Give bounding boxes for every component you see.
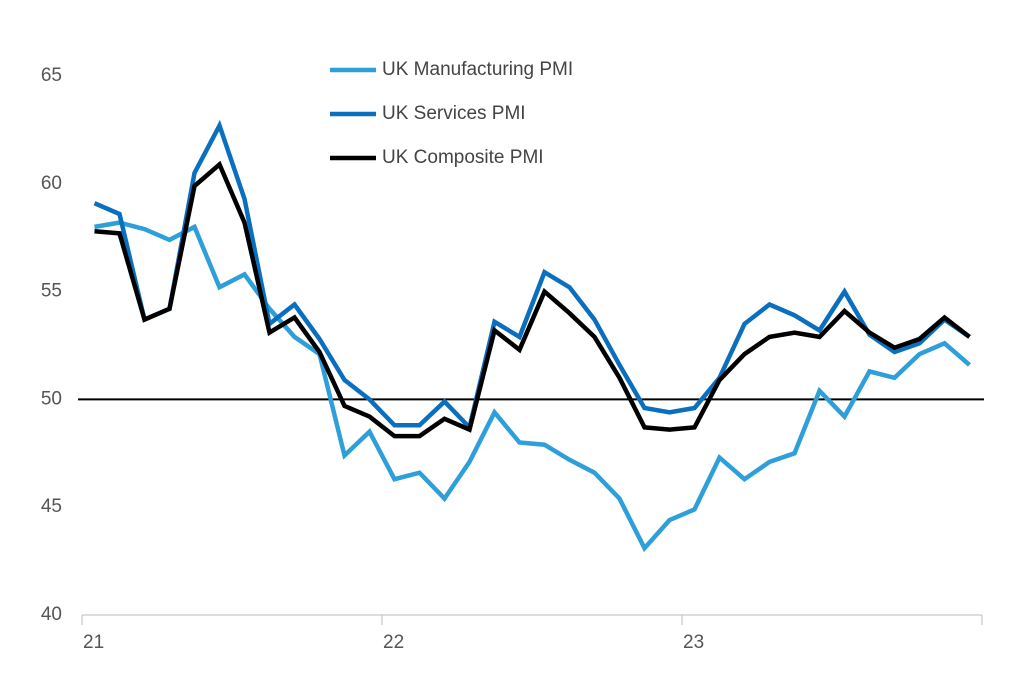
series-line — [93, 119, 971, 432]
x-tick-label: 21 — [83, 632, 104, 653]
y-tick-label: 65 — [41, 65, 62, 86]
series-line — [94, 160, 971, 439]
legend-label: UK Services PMI — [382, 103, 526, 124]
x-tick-label: 22 — [383, 632, 404, 653]
y-tick-label: 60 — [41, 173, 62, 194]
y-tick-label: 45 — [41, 496, 62, 517]
y-tick-label: 55 — [41, 281, 62, 302]
series-line — [94, 220, 971, 553]
y-tick-label: 50 — [41, 388, 62, 409]
y-tick-label: 40 — [41, 604, 62, 625]
legend-label: UK Composite PMI — [382, 147, 544, 168]
x-tick-label: 23 — [683, 632, 704, 653]
legend-label: UK Manufacturing PMI — [382, 59, 573, 80]
